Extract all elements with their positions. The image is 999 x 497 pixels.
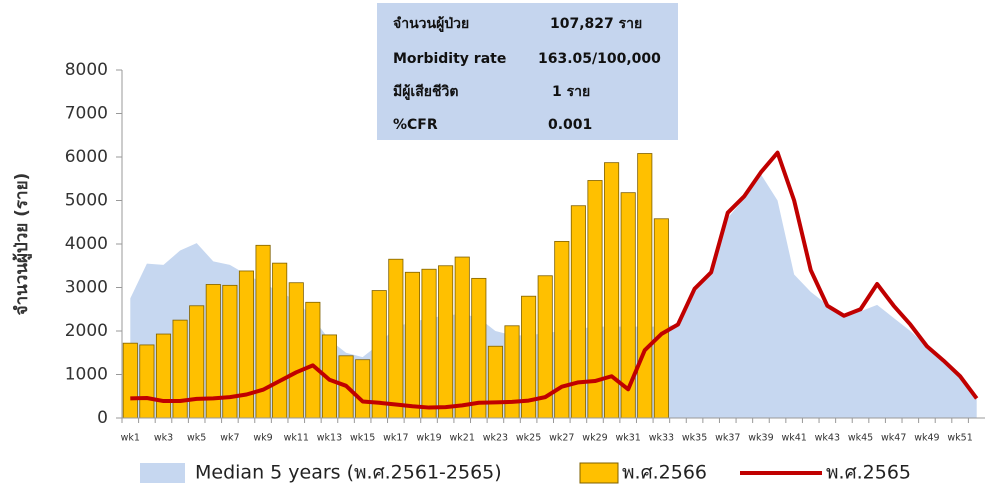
bar [421,268,437,419]
bar [371,290,387,419]
y-tick-label: 6000 [65,147,108,167]
x-tick-label: wk17 [383,433,408,444]
x-tick-label: wk35 [682,433,707,444]
bar [172,319,188,419]
x-tick-label: wk15 [350,433,375,444]
y-tick-label: 4000 [65,234,108,254]
info-label: มีผู้เสียชีวิต [393,84,458,100]
bar [570,205,586,419]
bar [637,153,653,419]
x-tick-label: wk49 [914,433,939,444]
x-tick-label: wk1 [121,433,140,444]
x-tick-label: wk39 [748,433,773,444]
info-value: 107,827 ราย [550,16,642,32]
y-tick-label: 3000 [65,278,108,298]
x-tick-label: wk27 [549,433,574,444]
x-tick-label: wk37 [715,433,740,444]
y-tick-label: 1000 [65,365,108,385]
y-axis-label: จำนวนผู้ป่วย (ราย) [12,173,33,316]
bar [305,301,321,419]
bar [504,325,520,419]
y-tick-label: 7000 [65,104,108,124]
bar [155,333,172,419]
info-box [377,3,678,140]
y-tick-label: 8000 [65,60,108,80]
bar [288,282,304,419]
legend-label: พ.ศ.2565 [826,462,911,484]
x-tick-label: wk11 [284,433,309,444]
x-tick-label: wk23 [483,433,508,444]
bar [139,344,155,419]
legend-swatch [140,463,185,483]
info-label: จำนวนผู้ป่วย [393,16,469,32]
legend-label: Median 5 years (พ.ศ.2561-2565) [195,462,502,484]
legend-label: พ.ศ.2566 [622,462,707,484]
line-2565 [130,150,979,410]
x-tick-label: wk25 [516,433,541,444]
x-tick-label: wk9 [253,433,272,444]
x-tick-label: wk29 [582,433,607,444]
x-tick-label: wk47 [881,433,906,444]
bar [487,345,503,419]
x-tick-label: wk5 [187,433,206,444]
info-value: 1 ราย [552,84,590,100]
bar [122,342,138,419]
x-tick-label: wk21 [450,433,475,444]
x-tick-label: wk45 [848,433,873,444]
x-tick-label: wk19 [416,433,441,444]
y-tick-label: 5000 [65,191,108,211]
x-tick-label: wk7 [220,433,239,444]
bar [454,256,470,419]
info-value: 163.05/100,000 [538,51,661,67]
bar [388,258,404,419]
x-tick-label: wk51 [947,433,972,444]
bar [471,277,487,419]
bar [355,359,371,419]
bar [653,218,669,419]
info-value: 0.001 [548,117,592,133]
x-tick-label: wk13 [317,433,342,444]
x-tick-label: wk41 [781,433,806,444]
x-tick-label: wk3 [154,433,173,444]
x-tick-label: wk33 [649,433,674,444]
x-tick-label: wk31 [615,433,640,444]
y-tick-label: 0 [97,408,108,428]
legend-swatch [579,462,619,484]
info-label: %CFR [393,117,438,133]
bar [404,271,420,419]
info-label: Morbidity rate [393,51,506,67]
bar [272,262,288,419]
x-tick-label: wk43 [815,433,840,444]
y-tick-label: 2000 [65,321,108,341]
bar [438,265,454,419]
